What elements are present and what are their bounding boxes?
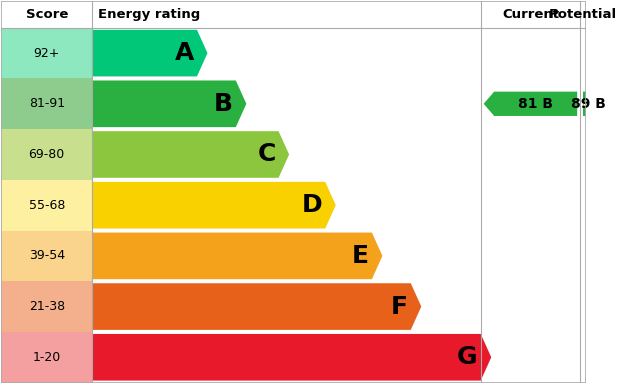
Text: 55-68: 55-68 bbox=[28, 199, 65, 212]
Text: 92+: 92+ bbox=[33, 46, 60, 60]
Polygon shape bbox=[483, 92, 577, 116]
Text: 81 B: 81 B bbox=[518, 97, 553, 111]
Polygon shape bbox=[92, 131, 289, 178]
Polygon shape bbox=[92, 182, 335, 228]
Bar bbox=[1, 28, 92, 78]
Text: Energy rating: Energy rating bbox=[98, 8, 200, 21]
Polygon shape bbox=[92, 30, 207, 76]
Text: Potential: Potential bbox=[549, 8, 617, 21]
Text: 21-38: 21-38 bbox=[28, 300, 65, 313]
Text: D: D bbox=[301, 193, 322, 217]
Polygon shape bbox=[92, 334, 491, 381]
Text: 69-80: 69-80 bbox=[28, 148, 65, 161]
Text: C: C bbox=[258, 142, 275, 167]
Text: G: G bbox=[457, 345, 478, 369]
Text: 81-91: 81-91 bbox=[28, 97, 65, 110]
Polygon shape bbox=[92, 283, 422, 330]
Bar bbox=[1, 129, 92, 180]
Bar bbox=[1, 230, 92, 281]
Text: 89 B: 89 B bbox=[571, 97, 606, 111]
Polygon shape bbox=[583, 92, 594, 116]
Text: A: A bbox=[175, 41, 194, 65]
Text: 1-20: 1-20 bbox=[33, 351, 61, 364]
Bar bbox=[1, 78, 92, 129]
Text: F: F bbox=[391, 295, 408, 319]
Text: B: B bbox=[214, 92, 233, 116]
Text: 39-54: 39-54 bbox=[28, 249, 65, 262]
Text: Current: Current bbox=[502, 8, 559, 21]
Polygon shape bbox=[92, 81, 246, 127]
Text: Score: Score bbox=[25, 8, 68, 21]
Bar bbox=[1, 332, 92, 382]
Text: E: E bbox=[352, 244, 369, 268]
Bar bbox=[1, 281, 92, 332]
Polygon shape bbox=[92, 233, 383, 279]
Bar bbox=[1, 180, 92, 230]
